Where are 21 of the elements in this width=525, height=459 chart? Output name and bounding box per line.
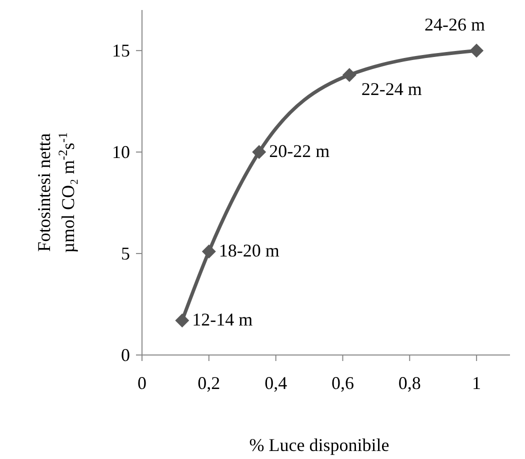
point: [252, 145, 266, 160]
point: [470, 44, 484, 58]
annotation: 22-24 m: [361, 78, 422, 99]
x-tick-label: 0,4: [264, 373, 288, 393]
x-tick-label: 1: [472, 373, 482, 393]
x-tick-label: 0,8: [398, 373, 421, 393]
x-axis-title: % Luce disponibile: [249, 435, 390, 455]
point: [202, 244, 216, 258]
y-tick-label: 15: [112, 40, 130, 61]
annotation: 20-22 m: [269, 141, 330, 162]
point: [175, 314, 190, 328]
x-tick-label: 0: [138, 373, 146, 393]
annotation: 24-26 m: [424, 14, 486, 35]
point: [342, 68, 356, 82]
annotation: 18-20 m: [218, 240, 280, 260]
y-tick-label: 5: [121, 244, 130, 264]
y-tick-label: 0: [121, 345, 130, 365]
y-tick-label: 10: [112, 142, 130, 162]
x-tick-label: 0,2: [198, 373, 220, 393]
annotation: 12-14 m: [192, 310, 253, 330]
x-tick-label: 0,6: [331, 373, 354, 393]
